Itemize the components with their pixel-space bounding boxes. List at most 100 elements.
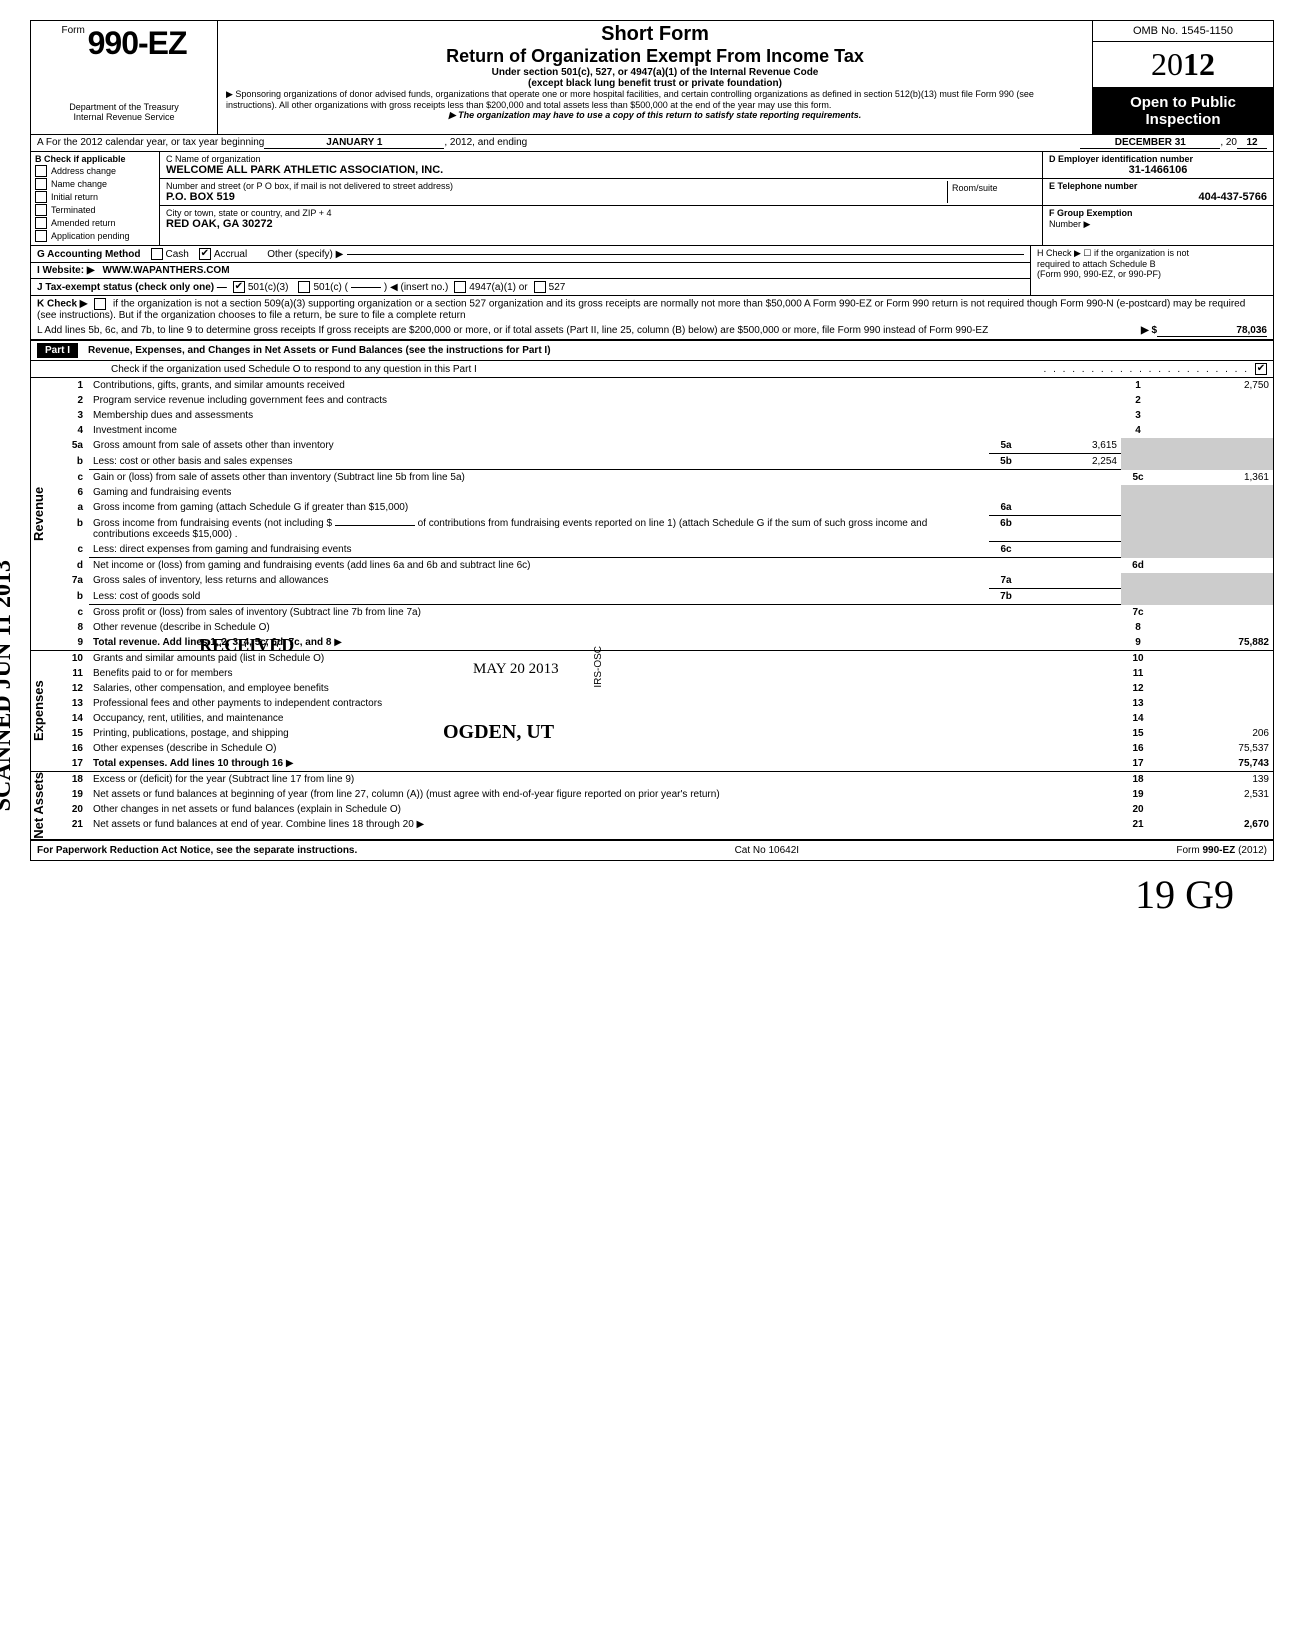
l6-num: 6 (53, 485, 89, 500)
check-terminated[interactable] (35, 204, 47, 216)
l5c-val[interactable]: 1,361 (1155, 470, 1273, 486)
room-suite[interactable]: Room/suite (947, 181, 1036, 203)
l5b-mn: 5b (989, 454, 1023, 470)
l4-num: 4 (53, 423, 89, 438)
l17-desc: Total expenses. Add lines 10 through 16 (93, 758, 283, 769)
org-city[interactable]: RED OAK, GA 30272 (166, 218, 1036, 230)
l5a-mv[interactable]: 3,615 (1023, 438, 1121, 454)
l7a-mv[interactable] (1023, 573, 1121, 589)
revenue-section: Revenue 1Contributions, gifts, grants, a… (31, 378, 1273, 651)
l2-val[interactable] (1155, 393, 1273, 408)
check-accrual[interactable]: ✔ (199, 248, 211, 260)
check-address[interactable] (35, 165, 47, 177)
footer-row: For Paperwork Reduction Act Notice, see … (31, 841, 1273, 860)
check-terminated-label: Terminated (51, 205, 96, 215)
l6c-num: c (53, 542, 89, 558)
other-method-input[interactable] (347, 254, 1024, 255)
city-label: City or town, state or country, and ZIP … (166, 208, 1036, 218)
l6d-val[interactable] (1155, 558, 1273, 574)
l18-val[interactable]: 139 (1155, 772, 1273, 787)
part1-check-text: Check if the organization used Schedule … (111, 364, 1044, 375)
l11-num: 11 (53, 666, 89, 681)
l20-val[interactable] (1155, 802, 1273, 817)
l10-val[interactable] (1155, 651, 1273, 666)
org-address[interactable]: P.O. BOX 519 (166, 191, 947, 203)
tax-year-begin[interactable]: JANUARY 1 (264, 137, 444, 149)
l13-val[interactable] (1155, 696, 1273, 711)
l6-rn-shaded (1121, 485, 1155, 500)
l5a-mn: 5a (989, 438, 1023, 454)
l1-rn: 1 (1121, 378, 1155, 393)
l4-val[interactable] (1155, 423, 1273, 438)
l7b-mv[interactable] (1023, 589, 1121, 605)
l10-rn: 10 (1121, 651, 1155, 666)
expenses-vert-label: Expenses (31, 651, 53, 771)
phone[interactable]: 404-437-5766 (1049, 191, 1267, 203)
dots (1044, 364, 1249, 375)
l15-val[interactable]: 206 (1155, 726, 1273, 741)
l16-val[interactable]: 75,537 (1155, 741, 1273, 756)
l14-val[interactable] (1155, 711, 1273, 726)
l8-val[interactable] (1155, 620, 1273, 635)
l6a-num: a (53, 500, 89, 516)
l6b-val-shaded (1155, 516, 1273, 542)
l12-desc: Salaries, other compensation, and employ… (93, 683, 329, 694)
tax-year-end[interactable]: DECEMBER 31 (1080, 137, 1220, 149)
l1-val[interactable]: 2,750 (1155, 378, 1273, 393)
cash-label: Cash (166, 249, 189, 260)
l16-num: 16 (53, 741, 89, 756)
l7b-num: b (53, 589, 89, 605)
check-k[interactable] (94, 298, 106, 310)
l5b-mv[interactable]: 2,254 (1023, 454, 1121, 470)
l6a-val-shaded (1155, 500, 1273, 516)
l11-val[interactable] (1155, 666, 1273, 681)
check-527[interactable] (534, 281, 546, 293)
org-name[interactable]: WELCOME ALL PARK ATHLETIC ASSOCIATION, I… (166, 164, 1036, 176)
l7c-val[interactable] (1155, 605, 1273, 621)
l20-num: 20 (53, 802, 89, 817)
l14-num: 14 (53, 711, 89, 726)
check-amended[interactable] (35, 217, 47, 229)
check-501c3[interactable]: ✔ (233, 281, 245, 293)
tax-year-yy[interactable]: 12 (1237, 137, 1267, 149)
501c-number[interactable] (351, 287, 381, 288)
l19-val[interactable]: 2,531 (1155, 787, 1273, 802)
l13-rn: 13 (1121, 696, 1155, 711)
f-label: F Group Exemption (1049, 208, 1133, 218)
l6b-amount[interactable] (335, 525, 415, 526)
l4-desc: Investment income (93, 425, 177, 436)
l6a-mv[interactable] (1023, 500, 1121, 516)
l5a-num: 5a (53, 438, 89, 454)
check-initial[interactable] (35, 191, 47, 203)
check-501c[interactable] (298, 281, 310, 293)
check-cash[interactable] (151, 248, 163, 260)
l-value[interactable]: 78,036 (1157, 325, 1267, 337)
k-label: K Check ▶ (37, 299, 87, 310)
ein[interactable]: 31-1466106 (1049, 164, 1267, 176)
l21-val[interactable]: 2,670 (1155, 817, 1273, 832)
year-suffix: 12 (1183, 46, 1215, 82)
l3-val[interactable] (1155, 408, 1273, 423)
section-b-checks: B Check if applicable Address change Nam… (31, 152, 160, 245)
l6b-mv[interactable] (1023, 516, 1121, 542)
check-name[interactable] (35, 178, 47, 190)
l6c-mv[interactable] (1023, 542, 1121, 558)
l2-num: 2 (53, 393, 89, 408)
check-schedule-o[interactable]: ✔ (1255, 363, 1267, 375)
website[interactable]: WWW.WAPANTHERS.COM (103, 265, 230, 276)
l17-val[interactable]: 75,743 (1155, 756, 1273, 771)
right-id-col: D Employer identification number 31-1466… (1042, 152, 1273, 245)
check-4947[interactable] (454, 281, 466, 293)
l12-val[interactable] (1155, 681, 1273, 696)
check-pending[interactable] (35, 230, 47, 242)
dept-treasury: Department of the Treasury (39, 102, 209, 112)
l7a-num: 7a (53, 573, 89, 589)
form-number-cell: Form 990-EZ Department of the Treasury I… (31, 21, 218, 134)
l9-val[interactable]: 75,882 (1155, 635, 1273, 650)
accrual-label: Accrual (214, 249, 247, 260)
scanned-stamp: SCANNED JUN 11 2013 (0, 560, 17, 811)
dept-irs: Internal Revenue Service (39, 112, 209, 122)
l8-desc: Other revenue (describe in Schedule O) (93, 622, 270, 633)
l6b-num: b (53, 516, 89, 542)
l13-num: 13 (53, 696, 89, 711)
